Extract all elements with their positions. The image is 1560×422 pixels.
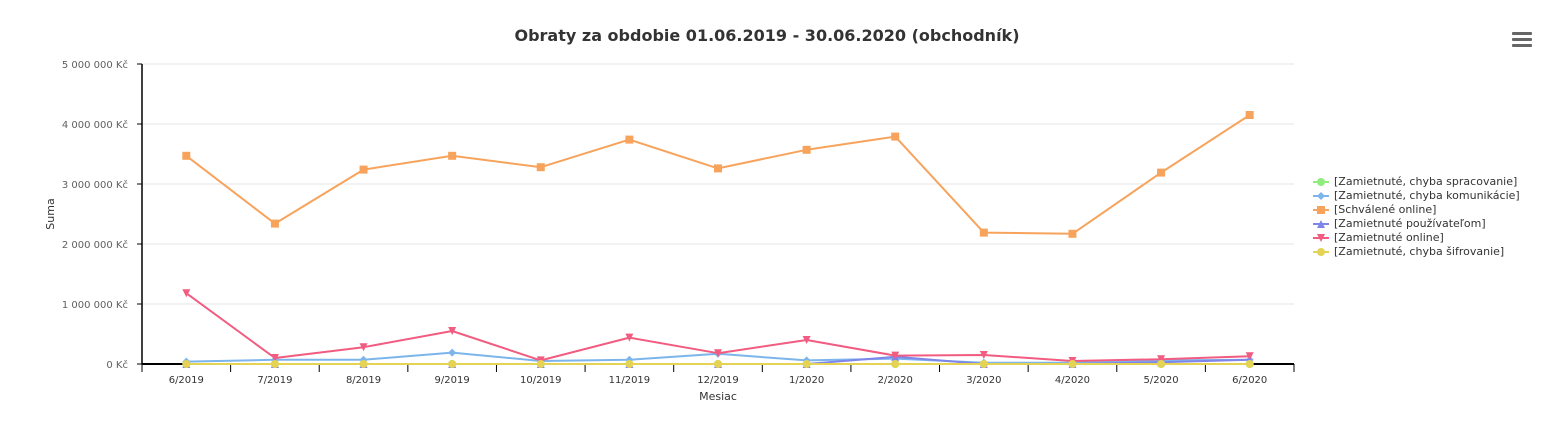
series-2-point: [1245, 111, 1254, 119]
y-axis-title: Suma: [44, 198, 57, 229]
series-2-point: [1157, 168, 1166, 177]
y-tick-label: 5 000 000 Kč: [62, 59, 128, 71]
y-tick-label: 0 Kč: [106, 359, 128, 371]
series-2-point: [182, 151, 191, 160]
series-2-point: [1068, 229, 1077, 238]
legend-symbol: [1313, 234, 1329, 242]
x-tick-label: 2/2020: [878, 375, 913, 386]
legend-item[interactable]: [Schválené online]: [1312, 203, 1520, 217]
series-5-point: [1157, 360, 1166, 368]
series-2-point: [448, 151, 457, 160]
chart-plot: 0 Kč 1 000 000 Kč 2 000 000 Kč 3 000 000 Kč…: [44, 59, 1295, 403]
series-4-point: [182, 289, 191, 298]
y-tick-label: 4 000 000 Kč: [62, 119, 128, 131]
series-4-point: [891, 351, 900, 360]
series-line-2: [185, 114, 1251, 235]
legend-symbol: [1313, 192, 1329, 200]
legend-symbol: [1313, 220, 1329, 228]
legend-item[interactable]: [Zamietnuté, chyba šifrovanie]: [1312, 245, 1520, 259]
series-4-point: [979, 351, 988, 359]
series-2-point: [625, 135, 634, 144]
series-5-point: [979, 360, 988, 368]
hamburger-menu-icon[interactable]: [1512, 32, 1532, 48]
series-5-point: [182, 360, 191, 368]
series-2-point: [802, 145, 811, 154]
series-5-point: [1068, 360, 1077, 368]
legend-label: [Zamietnuté online]: [1334, 231, 1444, 244]
legend-symbol: [1313, 248, 1329, 256]
series-2-point: [891, 132, 900, 141]
legend-marker: [1317, 220, 1325, 228]
legend-symbol: [1313, 178, 1329, 186]
legend-marker: [1317, 192, 1325, 200]
x-tick-label: 11/2019: [609, 375, 651, 386]
series-4-point: [1245, 352, 1254, 361]
x-tick-label: 6/2020: [1232, 375, 1267, 386]
series-4-point: [625, 333, 634, 342]
series-4-point: [1157, 355, 1166, 364]
legend-label: [Schválené online]: [1334, 203, 1437, 216]
legend-label: [Zamietnuté, chyba šifrovanie]: [1334, 245, 1505, 258]
x-tick-label: 12/2019: [697, 375, 739, 386]
legend-item[interactable]: [Zamietnuté, chyba spracovanie]: [1312, 175, 1520, 189]
series-2-point: [714, 164, 722, 173]
series-2-point: [359, 165, 368, 174]
series-5-point: [1245, 360, 1254, 368]
series-2-point: [536, 163, 545, 172]
series-4-point: [448, 327, 457, 335]
y-tick-label: 3 000 000 Kč: [62, 179, 128, 191]
x-axis-title: Mesiac: [699, 390, 737, 403]
legend-marker: [1317, 178, 1325, 186]
series-2-point: [270, 219, 279, 228]
series-5-point: [359, 360, 368, 368]
series-5-point: [448, 360, 457, 368]
legend-label: [Zamietnuté, chyba spracovanie]: [1334, 175, 1518, 188]
series-5-point: [536, 360, 545, 368]
series-5-point: [891, 360, 900, 368]
x-tick-label: 7/2019: [257, 375, 292, 386]
legend-item[interactable]: [Zamietnuté, chyba komunikácie]: [1312, 189, 1520, 203]
legend-marker: [1317, 248, 1325, 256]
y-tick-label: 2 000 000 Kč: [62, 239, 128, 251]
legend-label: [Zamietnuté používateľom]: [1334, 217, 1486, 230]
legend-item[interactable]: [Zamietnuté online]: [1312, 231, 1520, 245]
legend-item[interactable]: [Zamietnuté používateľom]: [1312, 217, 1520, 231]
x-tick-label: 4/2020: [1055, 375, 1090, 386]
series-1-point: [448, 348, 457, 357]
series-4-point: [270, 354, 279, 362]
legend-label: [Zamietnuté, chyba komunikácie]: [1334, 189, 1520, 202]
x-tick-label: 9/2019: [435, 375, 470, 386]
legend-marker: [1317, 206, 1325, 214]
series-5-point: [714, 360, 722, 368]
x-tick-label: 10/2019: [520, 375, 562, 386]
series-4-point: [359, 343, 368, 352]
x-tick-label: 3/2020: [966, 375, 1001, 386]
series-4-point: [714, 349, 722, 358]
series-5-point: [270, 360, 279, 368]
y-tick-label: 1 000 000 Kč: [62, 299, 128, 311]
legend-marker: [1317, 234, 1325, 242]
series-5-point: [802, 360, 811, 368]
chart-title: Obraty za obdobie 01.06.2019 - 30.06.202…: [514, 26, 1020, 45]
legend-symbol: [1313, 206, 1329, 214]
x-tick-label: 6/2019: [169, 375, 204, 386]
x-tick-label: 5/2020: [1143, 375, 1178, 386]
series-2-point: [979, 228, 988, 237]
series-4-point: [802, 336, 811, 344]
chart-legend: [Zamietnuté, chyba spracovanie] [Zamietnu…: [1312, 175, 1520, 259]
x-tick-label: 1/2020: [789, 375, 824, 386]
x-tick-label: 8/2019: [346, 375, 381, 386]
series-5-point: [625, 360, 634, 368]
